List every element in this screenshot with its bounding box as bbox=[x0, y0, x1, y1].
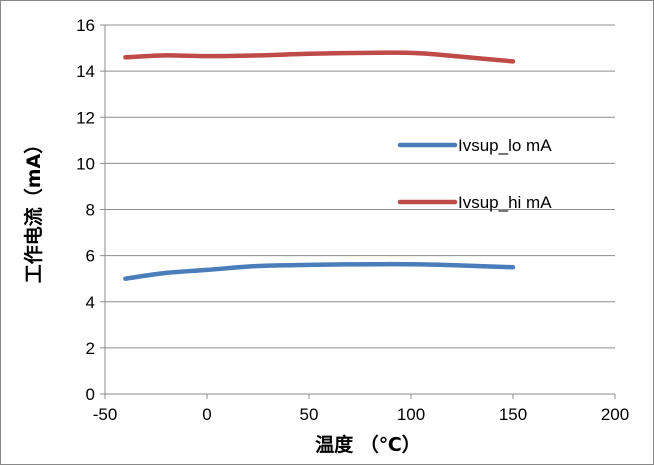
legend-label-2: Ivsup_hi mA bbox=[458, 193, 552, 212]
y-tick-label: 8 bbox=[86, 201, 95, 220]
x-axis-title: 温度 （℃） bbox=[315, 433, 421, 456]
y-axis-title: 工作电流（mA） bbox=[22, 135, 45, 284]
series-line-1 bbox=[123, 261, 516, 281]
y-tick-label: 6 bbox=[86, 247, 95, 266]
series-line-2 bbox=[123, 50, 516, 64]
gridlines bbox=[105, 24, 615, 349]
x-tick-label: 0 bbox=[202, 405, 211, 424]
y-tick-label: 16 bbox=[76, 16, 95, 35]
y-tick-labels: 0 2 4 6 8 10 12 14 16 bbox=[76, 16, 95, 404]
y-tick-label: 0 bbox=[86, 385, 95, 404]
x-tick-label: 50 bbox=[300, 405, 319, 424]
y-tick-label: 12 bbox=[76, 108, 95, 127]
series-lines bbox=[123, 50, 516, 281]
y-tick-label: 4 bbox=[86, 293, 95, 312]
axes bbox=[100, 24, 616, 399]
legend: Ivsup_lo mA Ivsup_hi mA bbox=[397, 136, 552, 212]
x-tick-label: 150 bbox=[499, 405, 527, 424]
legend-label-1: Ivsup_lo mA bbox=[458, 136, 552, 155]
x-tick-labels: -50 0 50 100 150 200 bbox=[93, 405, 629, 424]
x-tick-label: 100 bbox=[397, 405, 425, 424]
y-tick-label: 10 bbox=[76, 154, 95, 173]
x-tick-label: -50 bbox=[93, 405, 118, 424]
x-tick-label: 200 bbox=[601, 405, 629, 424]
y-tick-label: 14 bbox=[76, 62, 95, 81]
y-tick-label: 2 bbox=[86, 339, 95, 358]
